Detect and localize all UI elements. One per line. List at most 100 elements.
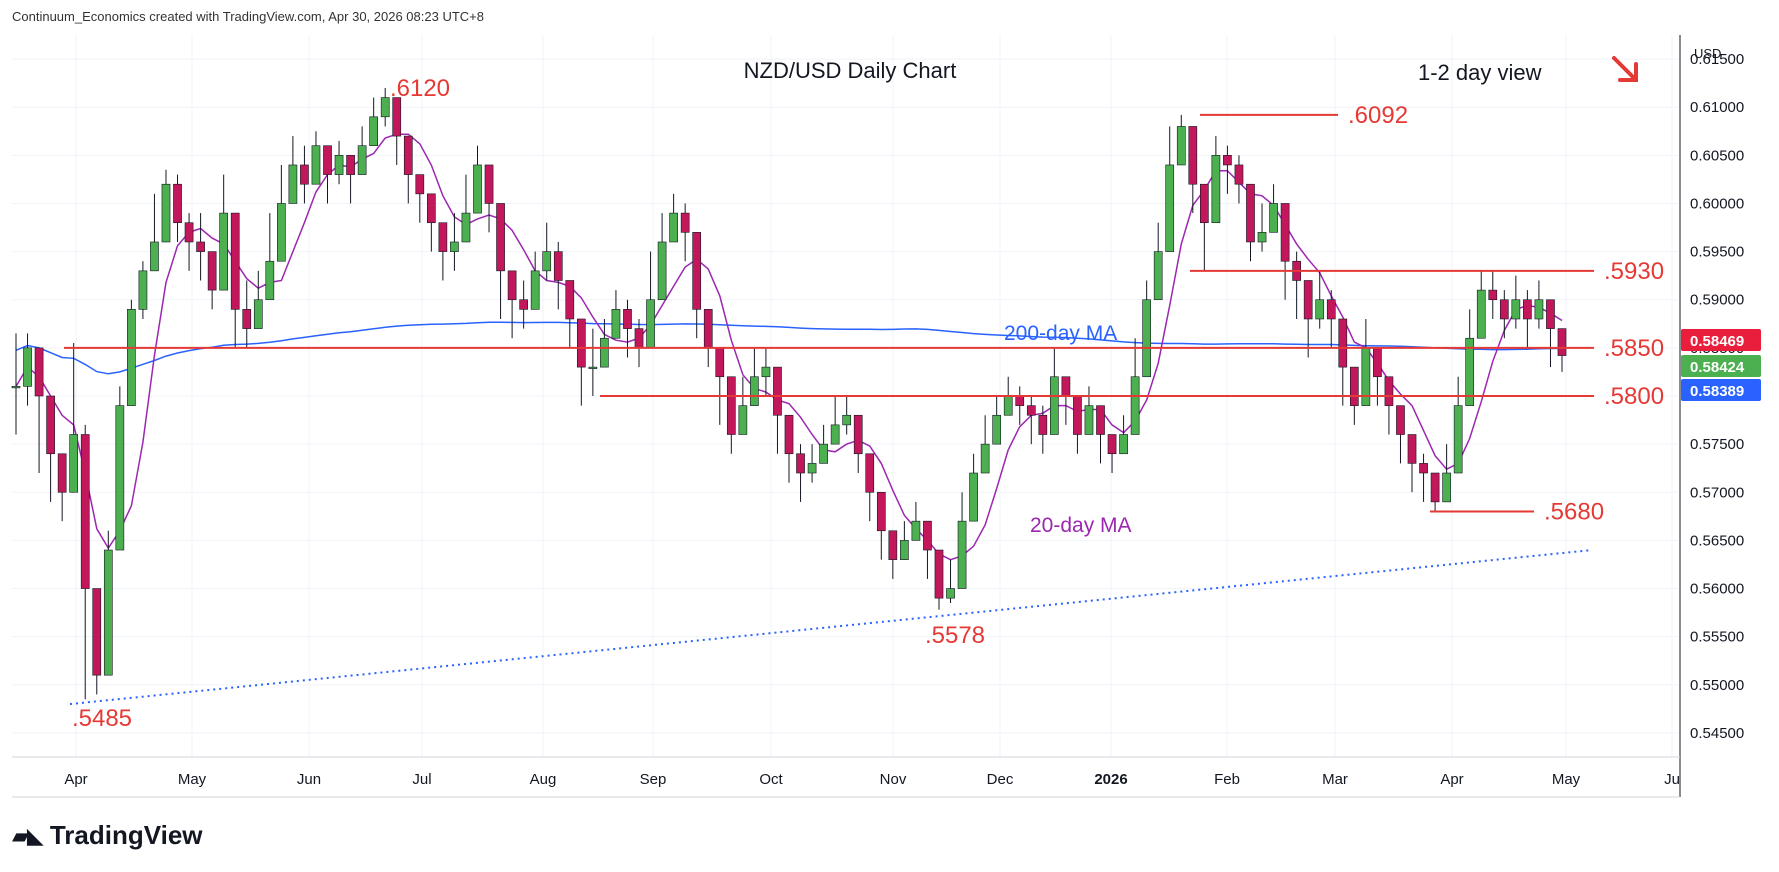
candle-body (876, 491, 886, 532)
candle-body (1384, 376, 1394, 406)
tradingview-logo[interactable]: ▰◣ TradingView (12, 820, 203, 851)
candle-body (1096, 405, 1105, 435)
candle-body (703, 309, 713, 349)
candle-body (392, 97, 402, 137)
price-axis: 0.61500 0.61000 0.60500 0.60000 0.59500 0.590… (1679, 35, 1761, 797)
candle-body (1107, 434, 1117, 455)
candle-body (738, 405, 748, 435)
y-tick-label: 0.56500 (1690, 532, 1744, 549)
candle-body (853, 414, 863, 455)
candle-body (634, 328, 644, 349)
candle-body (230, 212, 240, 310)
down-right-arrow-icon (1612, 56, 1638, 82)
candle-body (196, 241, 205, 252)
candle-body (1338, 318, 1348, 368)
candle-body (773, 366, 782, 416)
candle-body (842, 414, 852, 426)
candle-body (900, 540, 909, 560)
candle-body (207, 251, 217, 291)
level-label: .5930 (1604, 258, 1664, 285)
candle-body (427, 193, 436, 224)
y-tick-label: 0.54500 (1690, 725, 1744, 742)
x-tick-label: Nov (880, 771, 907, 788)
candle-body (1176, 126, 1186, 166)
candle-body (1234, 164, 1244, 185)
candle-body (1003, 395, 1013, 416)
price-badge (1681, 355, 1761, 377)
candle-body (1119, 434, 1128, 455)
candle-body (611, 309, 621, 339)
level-label: .5680 (1544, 499, 1604, 526)
candle-body (726, 376, 736, 435)
y-tick-label: 0.61000 (1690, 99, 1744, 116)
candle-body (1442, 472, 1451, 503)
candle-body (438, 222, 448, 252)
candle-body (34, 347, 44, 397)
candle-body (1488, 289, 1498, 301)
candle-body (1246, 183, 1255, 243)
chart-labels: NZD/USD Daily Chart 1-2 day view .6120 .557… (72, 56, 1638, 732)
candle-body (219, 212, 229, 291)
candle-body (484, 164, 494, 204)
candle-body (1084, 405, 1094, 435)
candle-body (992, 414, 1002, 445)
candle-body (323, 145, 332, 175)
candle-body (461, 212, 471, 243)
candle-body (80, 434, 90, 589)
candle-body (1257, 232, 1267, 243)
candle-body (242, 309, 252, 329)
candle-body (796, 453, 805, 474)
x-tick-label: May (178, 771, 207, 788)
support-resistance-levels: .6092 .5930 .5850 .5800 .5680 (64, 102, 1664, 526)
price-badge-text: 0.58389 (1690, 383, 1744, 400)
candle-body (946, 588, 955, 599)
ma200-line (15, 321, 1563, 375)
price-badge-text: 0.58424 (1690, 359, 1745, 376)
candle-body (969, 472, 978, 522)
candle-body (1280, 203, 1290, 262)
candle-body (692, 232, 702, 310)
candle-body (184, 222, 194, 243)
candle-body (715, 347, 725, 378)
candle-body (761, 366, 771, 378)
y-tick-label: 0.61500 (1690, 51, 1744, 68)
candle-body (403, 135, 413, 175)
candle-body (588, 366, 598, 369)
level-label: .5800 (1604, 383, 1664, 410)
candle-body (1061, 376, 1071, 397)
x-tick-label: Dec (987, 771, 1014, 788)
candle-body (1476, 289, 1486, 339)
x-tick-label: Apr (1440, 771, 1463, 788)
view-label: 1-2 day view (1418, 60, 1542, 85)
candle-body (1453, 405, 1463, 474)
candle-body (496, 203, 505, 272)
candle-body (1534, 299, 1544, 320)
candle-body (1523, 299, 1532, 320)
candle-body (1303, 280, 1313, 320)
candle-body (934, 549, 944, 599)
candle-body (46, 395, 55, 455)
candle-body (1419, 463, 1428, 474)
x-tick-label: Jul (412, 771, 431, 788)
candle-body (115, 405, 125, 551)
x-tick-label: Aug (530, 771, 557, 788)
candle-body (150, 241, 159, 272)
y-tick-label: 0.57000 (1690, 484, 1744, 501)
y-tick-label: 0.56000 (1690, 581, 1744, 598)
candle-body (542, 251, 552, 272)
y-tick-label: 0.59500 (1690, 244, 1744, 261)
candle-body (750, 376, 759, 406)
tradingview-logo-icon: ▰◣ (12, 822, 44, 848)
level-label: .6092 (1348, 102, 1408, 129)
y-tick-label: 0.60000 (1690, 195, 1744, 212)
x-tick-label: Sep (640, 771, 667, 788)
candle-body (784, 414, 794, 455)
candle-body (173, 183, 182, 224)
candle-body (923, 520, 932, 551)
candle-body (1326, 299, 1336, 320)
candle-body (473, 164, 482, 214)
candle-body (1373, 347, 1382, 378)
candle-body (911, 520, 921, 541)
candle-body (1430, 472, 1440, 503)
